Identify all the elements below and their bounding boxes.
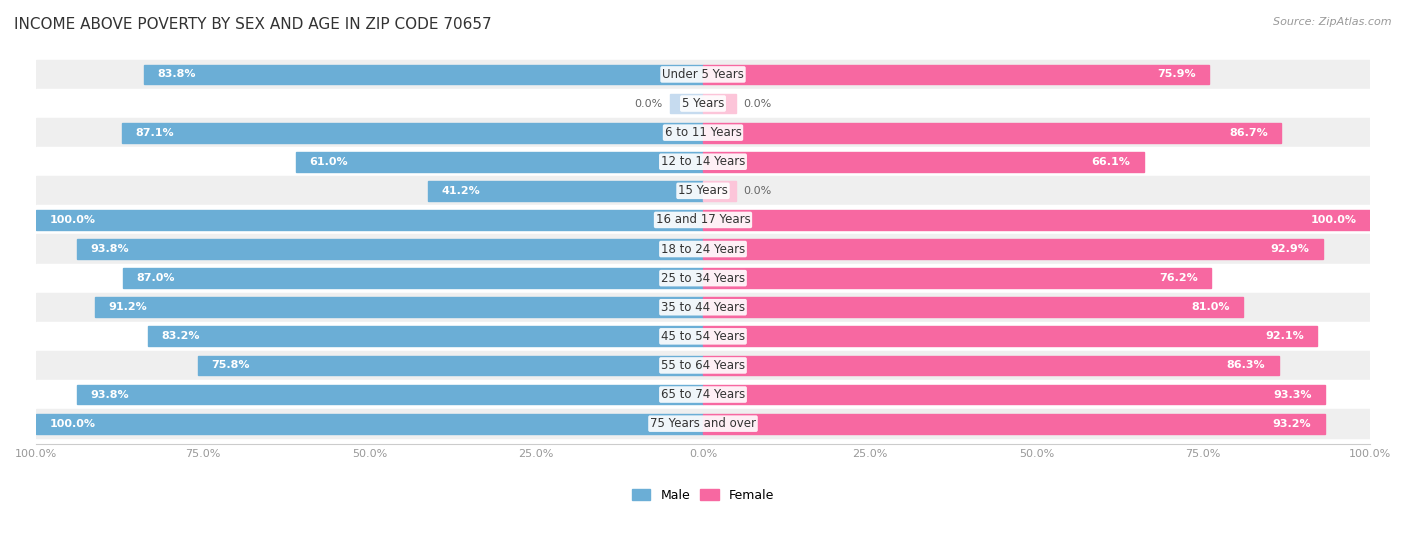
Bar: [669, 94, 703, 113]
Text: 16 and 17 Years: 16 and 17 Years: [655, 213, 751, 227]
Bar: [297, 152, 703, 172]
Bar: [77, 239, 703, 259]
Text: 91.2%: 91.2%: [108, 302, 146, 312]
Bar: [37, 322, 1369, 351]
Bar: [37, 176, 1369, 205]
Text: 86.3%: 86.3%: [1226, 360, 1265, 371]
Bar: [37, 351, 1369, 380]
Text: 100.0%: 100.0%: [49, 215, 96, 225]
Text: 93.8%: 93.8%: [91, 389, 129, 400]
Text: 75.9%: 75.9%: [1157, 69, 1197, 79]
Bar: [37, 205, 1369, 234]
Bar: [37, 409, 1369, 438]
Text: 100.0%: 100.0%: [1310, 215, 1357, 225]
Bar: [37, 147, 1369, 176]
Bar: [37, 413, 703, 434]
Text: 15 Years: 15 Years: [678, 184, 728, 198]
Text: 18 to 24 Years: 18 to 24 Years: [661, 243, 745, 256]
Text: 75 Years and over: 75 Years and over: [650, 417, 756, 430]
Bar: [37, 263, 1369, 293]
Bar: [77, 384, 703, 405]
Bar: [94, 297, 703, 317]
Bar: [703, 297, 1243, 317]
Bar: [37, 118, 1369, 147]
Text: 76.2%: 76.2%: [1159, 273, 1198, 283]
Bar: [37, 293, 1369, 322]
Text: 66.1%: 66.1%: [1091, 157, 1130, 167]
Bar: [703, 65, 1209, 84]
Text: 81.0%: 81.0%: [1191, 302, 1230, 312]
Text: 83.8%: 83.8%: [157, 69, 195, 79]
Bar: [197, 355, 703, 376]
Text: 92.9%: 92.9%: [1270, 244, 1309, 254]
Text: 65 to 74 Years: 65 to 74 Years: [661, 388, 745, 401]
Text: 87.0%: 87.0%: [136, 273, 174, 283]
Bar: [703, 268, 1211, 288]
Text: Source: ZipAtlas.com: Source: ZipAtlas.com: [1274, 17, 1392, 27]
Text: 55 to 64 Years: 55 to 64 Years: [661, 359, 745, 372]
Text: 100.0%: 100.0%: [49, 418, 96, 429]
Text: Under 5 Years: Under 5 Years: [662, 68, 744, 81]
Bar: [703, 181, 737, 201]
Bar: [703, 239, 1323, 259]
Text: 75.8%: 75.8%: [211, 360, 249, 371]
Bar: [148, 326, 703, 346]
Text: 41.2%: 41.2%: [441, 186, 481, 196]
Text: 61.0%: 61.0%: [309, 157, 349, 167]
Text: INCOME ABOVE POVERTY BY SEX AND AGE IN ZIP CODE 70657: INCOME ABOVE POVERTY BY SEX AND AGE IN Z…: [14, 17, 492, 32]
Text: 12 to 14 Years: 12 to 14 Years: [661, 155, 745, 168]
Bar: [429, 181, 703, 201]
Text: 6 to 11 Years: 6 to 11 Years: [665, 126, 741, 139]
Bar: [703, 384, 1326, 405]
Bar: [703, 413, 1324, 434]
Text: 93.2%: 93.2%: [1272, 418, 1312, 429]
Text: 0.0%: 0.0%: [742, 186, 772, 196]
Text: 5 Years: 5 Years: [682, 97, 724, 110]
Text: 0.0%: 0.0%: [742, 99, 772, 109]
Text: 86.7%: 86.7%: [1229, 128, 1268, 138]
Bar: [37, 89, 1369, 118]
Text: 93.8%: 93.8%: [91, 244, 129, 254]
Bar: [37, 234, 1369, 263]
Text: 93.3%: 93.3%: [1274, 389, 1312, 400]
Bar: [703, 326, 1317, 346]
Text: 83.2%: 83.2%: [162, 331, 200, 341]
Bar: [703, 152, 1144, 172]
Bar: [37, 60, 1369, 89]
Bar: [703, 123, 1281, 142]
Text: 0.0%: 0.0%: [634, 99, 664, 109]
Legend: Male, Female: Male, Female: [626, 483, 780, 508]
Bar: [145, 65, 703, 84]
Bar: [122, 123, 703, 142]
Text: 45 to 54 Years: 45 to 54 Years: [661, 330, 745, 343]
Bar: [37, 210, 703, 230]
Bar: [122, 268, 703, 288]
Bar: [37, 380, 1369, 409]
Bar: [703, 94, 737, 113]
Bar: [703, 355, 1278, 376]
Text: 92.1%: 92.1%: [1265, 331, 1303, 341]
Bar: [703, 210, 1369, 230]
Text: 35 to 44 Years: 35 to 44 Years: [661, 301, 745, 314]
Text: 25 to 34 Years: 25 to 34 Years: [661, 272, 745, 285]
Text: 87.1%: 87.1%: [135, 128, 174, 138]
